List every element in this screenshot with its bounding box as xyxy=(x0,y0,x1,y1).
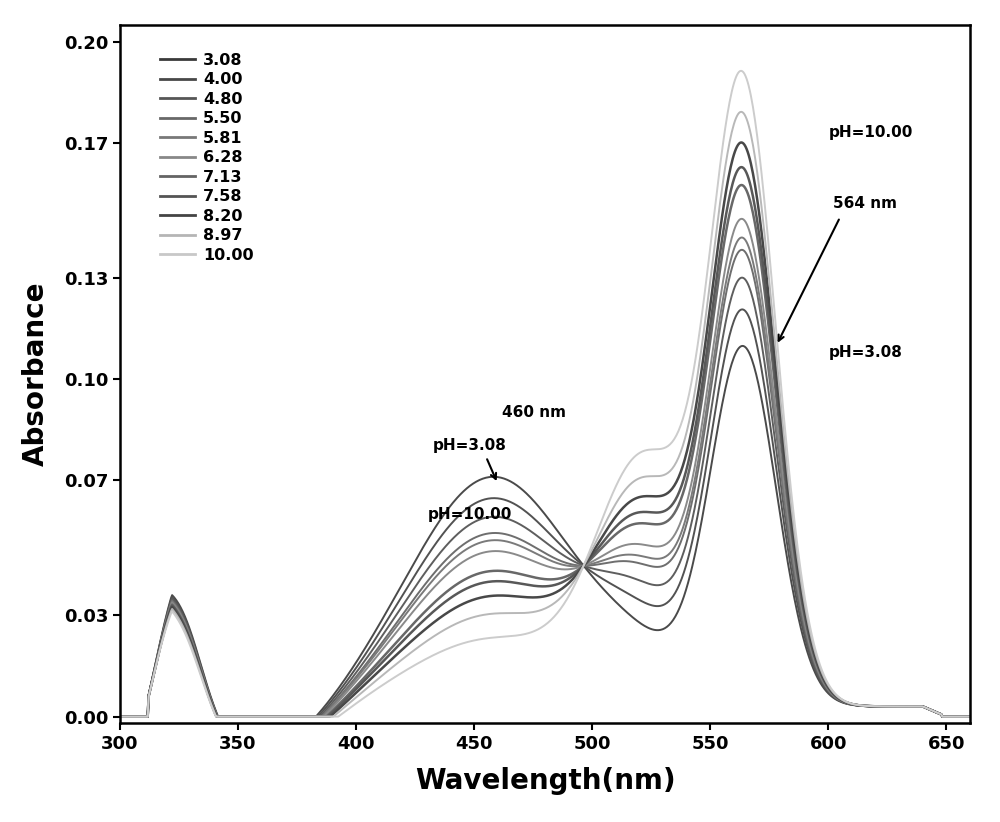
Text: pH=3.08: pH=3.08 xyxy=(828,344,902,359)
X-axis label: Wavelength(nm): Wavelength(nm) xyxy=(415,767,675,795)
Text: pH=10.00: pH=10.00 xyxy=(427,507,512,522)
Text: pH=3.08: pH=3.08 xyxy=(433,438,506,453)
Text: pH=10.00: pH=10.00 xyxy=(828,125,913,141)
Text: 460 nm: 460 nm xyxy=(502,404,566,419)
Text: 564 nm: 564 nm xyxy=(833,196,897,211)
Legend: 3.08, 4.00, 4.80, 5.50, 5.81, 6.28, 7.13, 7.58, 8.20, 8.97, 10.00: 3.08, 4.00, 4.80, 5.50, 5.81, 6.28, 7.13… xyxy=(153,47,260,269)
Y-axis label: Absorbance: Absorbance xyxy=(22,282,50,466)
